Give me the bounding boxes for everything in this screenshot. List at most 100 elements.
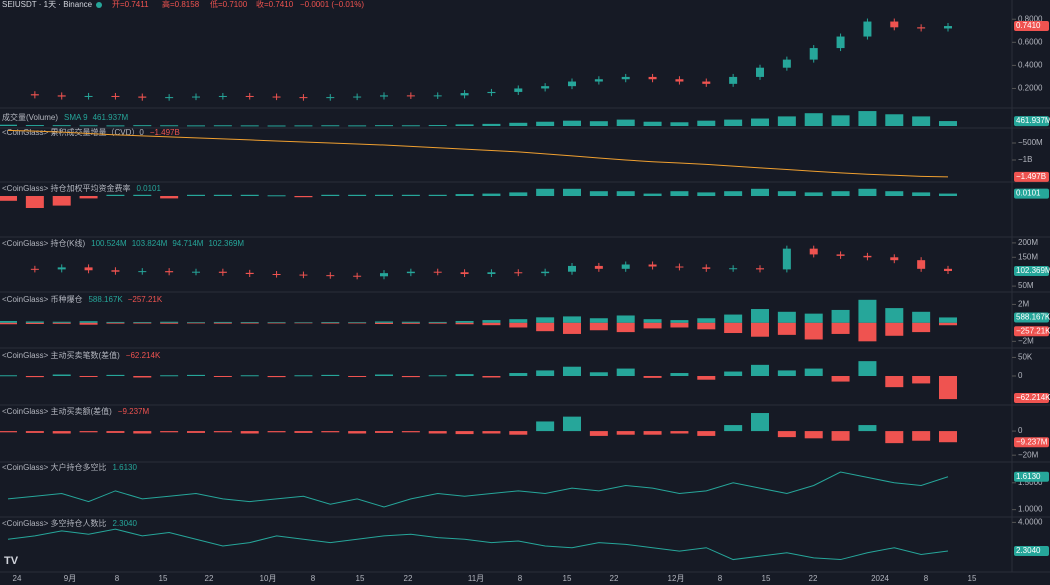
candle — [863, 21, 872, 37]
long-bar — [375, 321, 393, 323]
candle — [621, 76, 630, 80]
bar — [160, 196, 179, 199]
candle — [111, 270, 120, 272]
bar — [267, 125, 286, 127]
bar — [0, 124, 17, 126]
long-bar — [267, 322, 286, 323]
bar — [563, 416, 581, 432]
candle — [621, 264, 630, 269]
long-bar — [697, 318, 716, 323]
time-label: 22 — [404, 574, 413, 583]
candle — [809, 248, 818, 255]
bar — [509, 373, 528, 376]
y-tick-label: 0.8000 — [1018, 14, 1043, 23]
short-bar — [724, 322, 743, 334]
short-bar — [482, 322, 501, 326]
bar — [751, 364, 769, 376]
short-bar — [670, 322, 689, 328]
time-label: 9月 — [64, 574, 76, 583]
candle — [648, 76, 657, 80]
bar — [106, 431, 125, 433]
candle — [326, 275, 335, 277]
bar — [885, 431, 904, 444]
candle — [218, 95, 227, 97]
bar — [670, 431, 689, 434]
candle — [836, 254, 845, 256]
bar — [187, 431, 205, 433]
bar — [213, 376, 232, 377]
y-tick-label: −20M — [1018, 450, 1039, 459]
short-bar — [321, 322, 340, 324]
short-bar — [133, 322, 152, 324]
bar — [375, 125, 393, 127]
short-bar — [939, 322, 957, 326]
line — [7, 471, 949, 508]
time-label: 15 — [968, 574, 977, 583]
candle — [299, 97, 308, 99]
bar — [79, 431, 98, 433]
short-bar — [912, 322, 931, 333]
bar — [724, 425, 743, 432]
bar — [240, 431, 259, 434]
time-label: 22 — [610, 574, 619, 583]
short-bar — [509, 322, 528, 328]
value-badge: −62.214K — [1016, 393, 1050, 402]
candle — [568, 265, 576, 272]
time-label: 2024 — [871, 574, 889, 583]
bar — [885, 376, 904, 388]
bar — [643, 121, 662, 126]
time-label: 15 — [762, 574, 771, 583]
short-bar — [858, 322, 877, 342]
legend-value: 1.6130 — [112, 463, 137, 472]
y-tick-label: 4.0000 — [1018, 517, 1043, 526]
candle — [917, 260, 926, 269]
value-badge: 588.167K — [1016, 313, 1050, 322]
long-bar — [563, 316, 581, 323]
candle — [460, 272, 469, 275]
candle — [675, 266, 684, 268]
short-bar — [187, 322, 205, 324]
candle — [890, 257, 899, 261]
candle — [30, 268, 39, 270]
bar — [831, 376, 850, 382]
time-label: 15 — [563, 574, 572, 583]
bar — [509, 122, 528, 126]
candle — [57, 95, 66, 97]
bar — [509, 431, 528, 435]
value-badge-bg — [1014, 471, 1049, 482]
candle — [756, 268, 764, 270]
bar — [939, 376, 957, 400]
y-tick-label: 2M — [1018, 300, 1029, 309]
bar — [187, 374, 205, 376]
short-bar — [455, 322, 474, 325]
bar — [294, 125, 313, 127]
candle — [192, 271, 200, 273]
time-label: 8 — [924, 574, 929, 583]
bar — [804, 431, 823, 439]
bar — [616, 431, 635, 435]
legend-value: 94.714M — [172, 239, 203, 248]
bar — [79, 376, 98, 377]
bar — [589, 121, 608, 126]
time-label: 12月 — [668, 574, 685, 583]
candle — [326, 97, 335, 99]
pane-title: <CoinGlass> 币种爆仓 — [2, 294, 82, 304]
bar — [187, 125, 205, 127]
pane-title: <CoinGlass> 持仓加权平均资金费率 — [2, 183, 130, 193]
value-badge: 461.937M — [1016, 116, 1050, 125]
legend-value: −62.214K — [126, 351, 161, 360]
candle — [111, 95, 120, 97]
legend-value: 0.0101 — [136, 184, 161, 193]
bar — [52, 374, 71, 376]
bar — [777, 370, 796, 376]
candle — [433, 271, 442, 273]
bar — [724, 119, 743, 126]
candle — [944, 26, 952, 29]
candle — [138, 271, 147, 273]
candle — [192, 96, 200, 98]
short-bar — [804, 322, 823, 340]
tv-logo[interactable]: TV — [4, 555, 19, 567]
bar — [25, 125, 44, 127]
bar — [777, 191, 796, 196]
long-bar — [858, 299, 877, 323]
